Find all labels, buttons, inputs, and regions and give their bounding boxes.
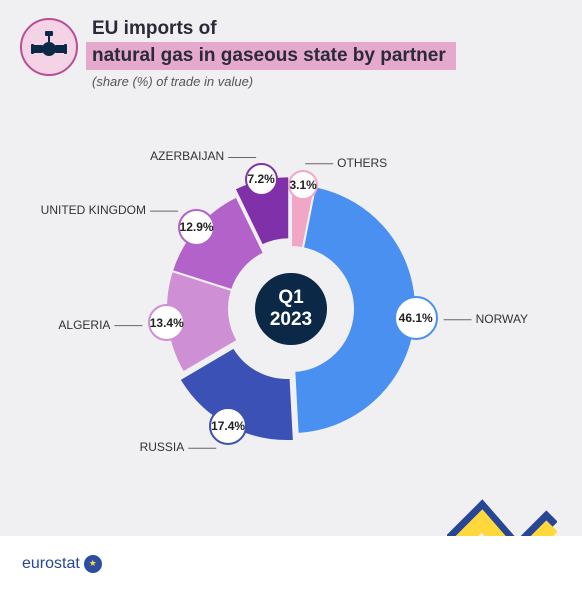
label-azerbaijan: AZERBAIJAN: [150, 150, 224, 163]
title-line-2: natural gas in gaseous state by partner: [86, 42, 456, 70]
center-label: Q1 2023: [246, 264, 336, 354]
label-algeria: ALGERIA: [58, 319, 110, 332]
pct-bubble-others: 3.1%: [288, 170, 318, 200]
label-others: OTHERS: [337, 157, 387, 170]
pct-bubble-united-kingdom: 12.9%: [178, 209, 215, 246]
footer: eurostat ★: [0, 536, 582, 591]
label-norway: NORWAY: [476, 313, 528, 326]
pipeline-valve-icon: [20, 18, 78, 76]
donut-chart: Q1 2023 3.1% OTHERS 46.1% NORWAY 17.4% RUSSIA…: [0, 89, 582, 509]
title-line-1: EU imports of: [92, 18, 562, 40]
subtitle: (share (%) of trade in value): [92, 74, 562, 89]
eurostat-logo-text: eurostat: [22, 555, 80, 573]
eu-flag-icon: ★: [84, 555, 102, 573]
label-united-kingdom: UNITED KINGDOM: [41, 204, 146, 217]
pct-bubble-norway: 46.1%: [394, 296, 438, 340]
header: EU imports of natural gas in gaseous sta…: [0, 0, 582, 89]
title-block: EU imports of natural gas in gaseous sta…: [92, 18, 562, 89]
label-russia: RUSSIA: [140, 441, 185, 454]
pct-bubble-azerbaijan: 7.2%: [245, 163, 278, 196]
pct-bubble-russia: 17.4%: [209, 407, 247, 445]
eurostat-logo: eurostat ★: [22, 555, 102, 573]
